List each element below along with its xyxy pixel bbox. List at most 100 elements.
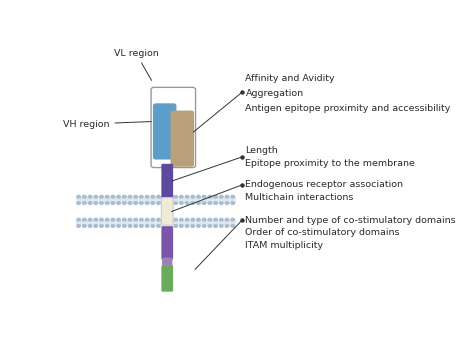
Circle shape [94,225,98,227]
Circle shape [146,218,149,221]
Circle shape [105,195,109,198]
FancyBboxPatch shape [153,103,176,160]
Circle shape [225,202,229,204]
Circle shape [105,218,109,221]
Circle shape [185,225,189,227]
Circle shape [174,195,177,198]
Circle shape [202,225,206,227]
Circle shape [214,225,218,227]
Circle shape [122,195,126,198]
Circle shape [185,195,189,198]
Circle shape [197,225,200,227]
Circle shape [77,225,81,227]
Circle shape [180,218,183,221]
Circle shape [180,225,183,227]
Circle shape [77,202,81,204]
FancyBboxPatch shape [161,164,173,199]
Circle shape [111,218,115,221]
Circle shape [146,202,149,204]
Circle shape [219,195,223,198]
Circle shape [191,218,194,221]
Text: Aggregation: Aggregation [246,89,304,98]
Circle shape [208,195,212,198]
Circle shape [122,202,126,204]
Circle shape [202,202,206,204]
Circle shape [225,218,229,221]
Circle shape [151,202,155,204]
Circle shape [77,195,81,198]
Circle shape [94,195,98,198]
Circle shape [117,225,120,227]
Circle shape [88,218,92,221]
Circle shape [197,218,200,221]
Circle shape [219,218,223,221]
Circle shape [157,225,160,227]
Circle shape [191,202,194,204]
Circle shape [157,195,160,198]
Circle shape [231,202,235,204]
Circle shape [151,218,155,221]
Circle shape [219,202,223,204]
Circle shape [231,218,235,221]
Circle shape [111,195,115,198]
Circle shape [134,195,137,198]
Circle shape [105,202,109,204]
Circle shape [134,218,137,221]
Circle shape [174,225,177,227]
Circle shape [128,202,132,204]
Circle shape [100,218,103,221]
Circle shape [214,202,218,204]
Circle shape [111,202,115,204]
Text: VH region: VH region [63,120,151,129]
Circle shape [128,225,132,227]
Circle shape [208,225,212,227]
Circle shape [140,202,143,204]
Circle shape [77,218,81,221]
Circle shape [82,218,86,221]
Text: ITAM multiplicity: ITAM multiplicity [246,241,324,250]
Circle shape [197,195,200,198]
Text: Affinity and Avidity: Affinity and Avidity [246,74,335,83]
Circle shape [191,225,194,227]
Text: Endogenous receptor association: Endogenous receptor association [246,180,403,189]
Circle shape [185,218,189,221]
Circle shape [225,225,229,227]
Circle shape [82,195,86,198]
Circle shape [157,202,160,204]
Circle shape [134,202,137,204]
Circle shape [88,225,92,227]
Circle shape [157,218,160,221]
Circle shape [214,218,218,221]
Circle shape [94,218,98,221]
Bar [76,220,236,225]
Circle shape [231,195,235,198]
Circle shape [117,195,120,198]
Circle shape [231,225,235,227]
Circle shape [202,218,206,221]
Circle shape [185,202,189,204]
Circle shape [180,195,183,198]
Circle shape [208,218,212,221]
Circle shape [128,195,132,198]
Text: Antigen epitope proximity and accessibility: Antigen epitope proximity and accessibil… [246,104,451,113]
Circle shape [88,195,92,198]
Circle shape [140,195,143,198]
Circle shape [100,225,103,227]
FancyBboxPatch shape [161,198,173,225]
Circle shape [111,225,115,227]
Circle shape [117,218,120,221]
Circle shape [208,202,212,204]
FancyBboxPatch shape [171,110,194,167]
Circle shape [122,225,126,227]
Text: Order of co-stimulatory domains: Order of co-stimulatory domains [246,228,400,237]
Circle shape [140,218,143,221]
Text: Length: Length [246,146,278,155]
Text: VL region: VL region [114,49,158,80]
Circle shape [202,195,206,198]
Circle shape [219,225,223,227]
Circle shape [134,225,137,227]
Circle shape [82,225,86,227]
Circle shape [105,225,109,227]
Text: Epitope proximity to the membrane: Epitope proximity to the membrane [246,159,415,168]
Circle shape [151,225,155,227]
